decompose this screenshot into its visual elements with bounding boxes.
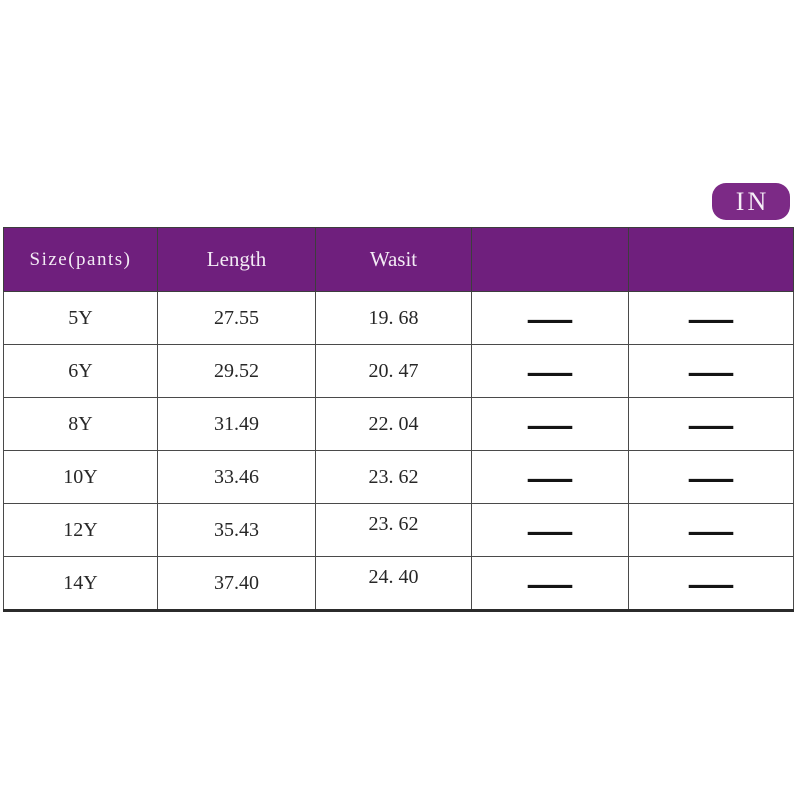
dash-placeholder: — — [528, 399, 572, 448]
wasit-value: 20. 47 — [368, 359, 419, 382]
empty-cell: — — [471, 344, 629, 398]
table-row: 10Y 33.46 23. 62 — — — [3, 450, 794, 504]
wasit-cell: 23. 62 — [315, 503, 472, 557]
length-cell: 35.43 — [157, 503, 316, 557]
unit-badge-label: IN — [735, 186, 770, 216]
size-cell: 6Y — [3, 344, 158, 398]
length-value: 29.52 — [214, 359, 259, 382]
wasit-value: 24. 40 — [368, 565, 419, 588]
size-cell: 10Y — [3, 450, 158, 504]
header-wasit: Wasit — [315, 227, 472, 292]
wasit-value: 22. 04 — [368, 412, 419, 435]
length-value: 37.40 — [214, 571, 259, 594]
header-empty-1 — [471, 227, 629, 292]
size-cell: 5Y — [3, 291, 158, 345]
size-value: 10Y — [63, 465, 98, 488]
size-value: 14Y — [63, 571, 98, 594]
length-cell: 31.49 — [157, 397, 316, 451]
length-cell: 33.46 — [157, 450, 316, 504]
empty-cell: — — [628, 397, 794, 451]
length-cell: 37.40 — [157, 556, 316, 611]
size-chart-table: Size(pants) Length Wasit 5Y 27.55 19. 68… — [3, 227, 794, 612]
wasit-cell: 22. 04 — [315, 397, 472, 451]
wasit-cell: 20. 47 — [315, 344, 472, 398]
empty-cell: — — [471, 503, 629, 557]
table-row: 5Y 27.55 19. 68 — — — [3, 291, 794, 345]
dash-placeholder: — — [689, 346, 733, 395]
table-row: 12Y 35.43 23. 62 — — — [3, 503, 794, 557]
dash-placeholder: — — [689, 505, 733, 554]
empty-cell: — — [628, 344, 794, 398]
length-cell: 27.55 — [157, 291, 316, 345]
empty-cell: — — [628, 450, 794, 504]
table-row: 8Y 31.49 22. 04 — — — [3, 397, 794, 451]
header-size-pants: Size(pants) — [3, 227, 158, 292]
empty-cell: — — [471, 291, 629, 345]
length-cell: 29.52 — [157, 344, 316, 398]
wasit-cell: 19. 68 — [315, 291, 472, 345]
empty-cell: — — [628, 291, 794, 345]
table-row: 6Y 29.52 20. 47 — — — [3, 344, 794, 398]
wasit-cell: 24. 40 — [315, 556, 472, 611]
empty-cell: — — [471, 397, 629, 451]
header-length: Length — [157, 227, 316, 292]
size-value: 12Y — [63, 518, 98, 541]
empty-cell: — — [471, 450, 629, 504]
wasit-cell: 23. 62 — [315, 450, 472, 504]
header-row: Size(pants) Length Wasit — [3, 227, 794, 292]
empty-cell: — — [471, 556, 629, 611]
wasit-value: 23. 62 — [368, 465, 419, 488]
length-value: 31.49 — [214, 412, 259, 435]
dash-placeholder: — — [689, 558, 733, 607]
size-value: 5Y — [68, 306, 93, 329]
dash-placeholder: — — [689, 399, 733, 448]
dash-placeholder: — — [528, 558, 572, 607]
size-cell: 12Y — [3, 503, 158, 557]
length-value: 33.46 — [214, 465, 259, 488]
dash-placeholder: — — [528, 293, 572, 342]
wasit-value: 23. 62 — [368, 512, 419, 535]
length-value: 35.43 — [214, 518, 259, 541]
dash-placeholder: — — [528, 505, 572, 554]
table-row: 14Y 37.40 24. 40 — — — [3, 556, 794, 611]
empty-cell: — — [628, 503, 794, 557]
length-value: 27.55 — [214, 306, 259, 329]
empty-cell: — — [628, 556, 794, 611]
size-cell: 8Y — [3, 397, 158, 451]
header-empty-2 — [628, 227, 794, 292]
size-value: 8Y — [68, 412, 93, 435]
size-cell: 14Y — [3, 556, 158, 611]
wasit-value: 19. 68 — [368, 306, 419, 329]
dash-placeholder: — — [689, 452, 733, 501]
dash-placeholder: — — [689, 293, 733, 342]
dash-placeholder: — — [528, 346, 572, 395]
dash-placeholder: — — [528, 452, 572, 501]
size-value: 6Y — [68, 359, 93, 382]
unit-badge: IN — [712, 183, 790, 220]
